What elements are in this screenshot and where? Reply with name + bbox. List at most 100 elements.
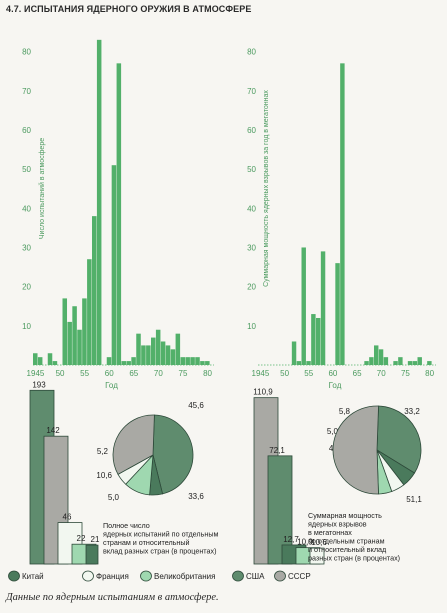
y-tick-label: 80 xyxy=(247,48,256,57)
bar-value-label: 12,7 xyxy=(283,535,299,544)
pie-slice xyxy=(332,405,379,495)
x-tick-label: 80 xyxy=(203,369,212,378)
y-axis-label: Число испытаний в атмосфере xyxy=(38,138,46,239)
legend-label: СССР xyxy=(288,572,311,581)
country-bar xyxy=(85,544,99,565)
bar xyxy=(378,349,384,365)
pie-slice xyxy=(112,414,155,475)
x-tick-label: 55 xyxy=(304,369,313,378)
y-tick-label: 60 xyxy=(22,126,31,135)
bar xyxy=(306,361,311,365)
pie-slice xyxy=(376,405,422,474)
legend-swatch xyxy=(274,570,286,582)
bar-value-label: 21 xyxy=(91,535,100,544)
y-tick-label: 10 xyxy=(22,322,31,331)
y-tick-label: 30 xyxy=(247,243,256,252)
legend-label: Великобритания xyxy=(154,572,215,581)
pie-note-line: ядерных взрывов xyxy=(308,520,367,529)
bar xyxy=(320,251,326,365)
legend-swatch xyxy=(82,570,94,582)
y-tick-label: 50 xyxy=(22,165,31,174)
y-axis-label: Суммарная мощность ядерных взрывов за го… xyxy=(263,90,270,287)
bar xyxy=(116,63,122,365)
bar xyxy=(72,306,77,365)
megatons-per-year-chart: 1945 50 55 60 65 70 75 80 10 20 30 40 50 60 70 80 Год Сум… xyxy=(247,48,436,390)
bar xyxy=(151,337,156,365)
bar xyxy=(170,349,176,365)
x-tick-label: 60 xyxy=(328,369,337,378)
bar xyxy=(180,357,186,365)
bar xyxy=(383,357,389,365)
bar xyxy=(67,321,72,365)
y-tick-label: 30 xyxy=(22,243,31,252)
bar xyxy=(311,314,316,365)
bar xyxy=(126,361,131,365)
bar-value-label: 22 xyxy=(77,534,86,543)
tests-per-year-chart: 1945 50 55 60 65 70 75 80 10 20 30 40 50 60 70 80 Год Чис… xyxy=(22,39,214,390)
bar xyxy=(121,361,127,365)
x-tick-label: 75 xyxy=(401,369,410,378)
figure-caption: Данные по ядерным испытаниям в атмосфере… xyxy=(6,592,219,603)
x-tick-label: 65 xyxy=(129,369,138,378)
pie-value-label: 51,1 xyxy=(406,495,422,504)
y-tick-label: 70 xyxy=(247,87,256,96)
bar xyxy=(136,333,141,365)
legend-label: Франция xyxy=(96,572,129,581)
x-tick-label: 70 xyxy=(154,369,163,378)
bar xyxy=(146,345,151,365)
pie-note-line: в мегатоннах xyxy=(308,528,352,537)
legend-label: Китай xyxy=(22,572,44,581)
bar xyxy=(301,247,306,365)
bar xyxy=(316,317,321,365)
bar xyxy=(427,361,432,365)
legend-label: США xyxy=(246,572,265,581)
legend-swatch xyxy=(140,570,152,582)
bar xyxy=(335,263,340,365)
x-axis-label: Год xyxy=(329,381,342,390)
bar xyxy=(87,259,92,365)
bar xyxy=(47,353,53,365)
bar xyxy=(200,361,205,365)
y-tick-label: 20 xyxy=(22,283,31,292)
y-tick-label: 40 xyxy=(247,204,256,213)
bar-value-label: 142 xyxy=(46,426,60,435)
bar xyxy=(111,165,117,365)
pie-value-label: 33,6 xyxy=(188,492,204,501)
pie-value-label: 5,0 xyxy=(108,493,120,502)
bar xyxy=(52,361,58,365)
pie-note-line: разных стран (в процентах) xyxy=(308,554,400,563)
x-tick-label: 70 xyxy=(377,369,386,378)
country-bar xyxy=(309,547,325,565)
bar-value-label: 10,9 xyxy=(297,538,313,547)
bar xyxy=(205,361,210,365)
x-tick-label: 80 xyxy=(425,369,434,378)
y-tick-label: 10 xyxy=(247,322,256,331)
bar xyxy=(374,345,379,365)
bar-value-label: 72,1 xyxy=(269,446,285,455)
x-tick-label: 65 xyxy=(353,369,362,378)
pie-note-line: вклад разных стран (в процентах) xyxy=(103,547,217,556)
x-tick-label: 75 xyxy=(179,369,188,378)
y-tick-label: 20 xyxy=(247,283,256,292)
x-tick-label: 50 xyxy=(56,369,65,378)
bar xyxy=(141,345,146,365)
bar xyxy=(364,361,369,365)
bar-value-label: 10,6 xyxy=(311,538,327,547)
pie-note-line: Суммарная мощность xyxy=(308,511,382,520)
pie-value-label: 5,8 xyxy=(339,407,351,416)
pie-slice xyxy=(152,414,194,495)
bar xyxy=(96,39,102,365)
bar xyxy=(393,361,398,365)
bar-value-label: 110,9 xyxy=(253,388,273,397)
bar xyxy=(175,333,181,365)
country-legend: Китай Франция Великобритания США СССР xyxy=(8,570,311,582)
bar xyxy=(291,341,297,365)
x-axis-label: Год xyxy=(105,381,118,390)
pie-value-label: 33,2 xyxy=(404,407,420,416)
bar xyxy=(77,329,82,365)
x-tick-label: 60 xyxy=(105,369,114,378)
x-tick-label: 50 xyxy=(280,369,289,378)
